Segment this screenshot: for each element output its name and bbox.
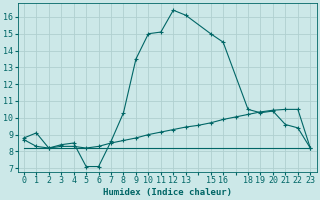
X-axis label: Humidex (Indice chaleur): Humidex (Indice chaleur) (103, 188, 232, 197)
